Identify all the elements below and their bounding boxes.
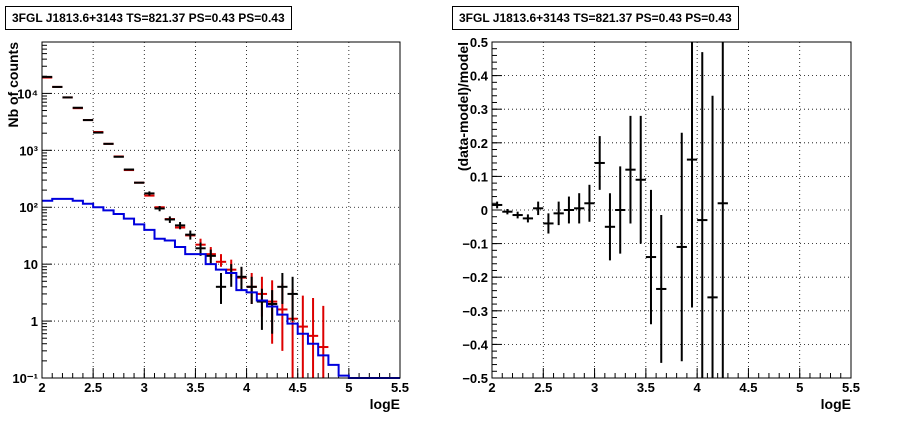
left-y-tick-label: 10²: [19, 200, 38, 215]
left-x-tick-label: 2.5: [84, 380, 102, 395]
left-y-tick-label: 10⁴: [17, 86, 38, 101]
right-plot-frame: [491, 41, 852, 379]
right-y-tick-label: −0.3: [462, 304, 488, 319]
left-chart-title: 3FGL J1813.6+3143 TS=821.37 PS=0.43 PS=0…: [5, 6, 292, 30]
right-x-tick-label: 3: [591, 380, 598, 395]
right-x-tick-label: 2.5: [534, 380, 552, 395]
right-y-tick-label: −0.4: [462, 337, 488, 352]
left-plot-frame: [41, 41, 401, 379]
right-x-tick-label: 5.5: [842, 380, 860, 395]
left-x-axis-title: logE: [370, 396, 400, 412]
left-x-tick-label: 5: [345, 380, 352, 395]
right-x-tick-label: 4.5: [739, 380, 757, 395]
left-x-tick-label: 5.5: [391, 380, 409, 395]
left-y-tick-label: 1: [31, 314, 38, 329]
left-y-tick-label: 10: [24, 257, 38, 272]
right-x-tick-label: 4: [694, 380, 702, 395]
left-y-tick-label: 10⁻¹: [12, 371, 38, 386]
left-x-tick-label: 4.5: [289, 380, 307, 395]
right-y-tick-label: 0: [481, 203, 488, 218]
right-y-axis-title: (data-model)/model: [455, 42, 471, 171]
right-y-tick-label: −0.1: [462, 237, 488, 252]
right-y-tick-label: 0.4: [470, 69, 489, 84]
right-y-tick-label: 0.1: [470, 169, 488, 184]
left-x-tick-label: 2: [38, 380, 45, 395]
left-x-tick-label: 3: [141, 380, 148, 395]
right-y-tick-label: −0.5: [462, 371, 488, 386]
right-y-tick-label: 0.5: [470, 35, 488, 50]
left-x-tick-label: 3.5: [186, 380, 204, 395]
model-source-histogram: [42, 197, 400, 379]
right-plot-area: [492, 42, 851, 378]
right-y-tick-label: −0.2: [462, 270, 488, 285]
right-chart-title: 3FGL J1813.6+3143 TS=821.37 PS=0.43 PS=0…: [452, 6, 739, 30]
left-y-axis-title: Nb of counts: [5, 42, 21, 128]
right-y-tick-label: 0.3: [470, 102, 488, 117]
right-y-tick-label: 0.2: [470, 136, 488, 151]
left-y-tick-label: 10³: [19, 143, 38, 158]
left-x-tick-label: 4: [243, 380, 251, 395]
right-x-axis-title: logE: [821, 396, 851, 412]
right-x-tick-label: 2: [488, 380, 495, 395]
right-x-tick-label: 5: [796, 380, 803, 395]
right-x-tick-label: 3.5: [637, 380, 655, 395]
left-plot-area: [42, 42, 400, 378]
